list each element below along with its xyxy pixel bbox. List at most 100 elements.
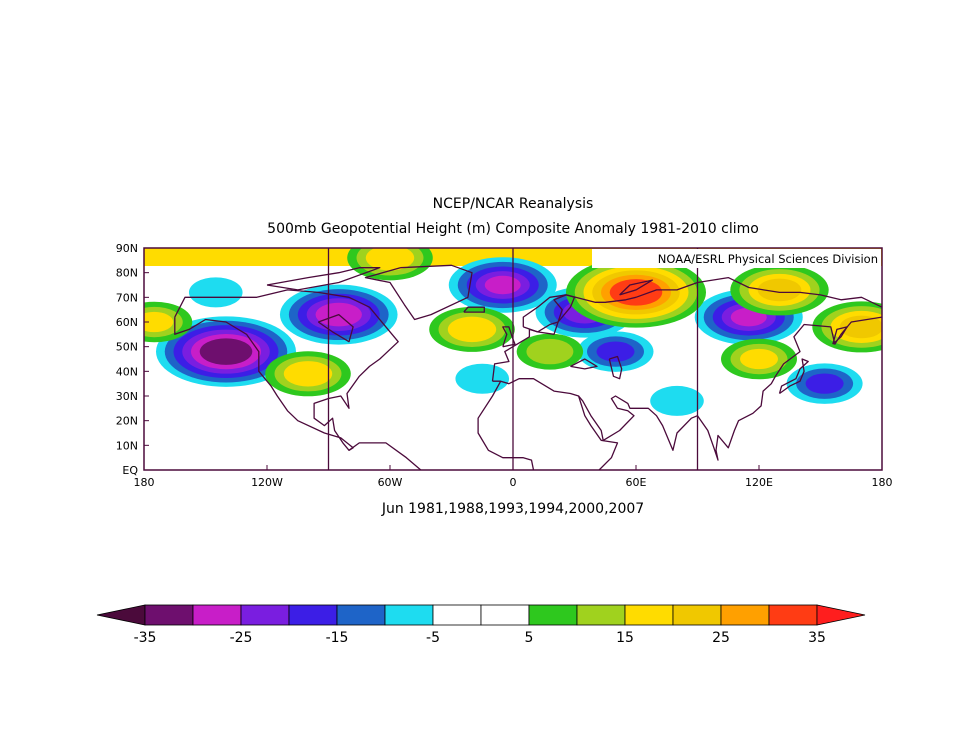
colorbar-swatch xyxy=(576,604,626,626)
positive-anomaly-center-12 xyxy=(516,333,584,370)
eurasia-coast xyxy=(491,276,882,382)
greenland-coast xyxy=(364,264,473,321)
anomaly-contour xyxy=(650,385,704,416)
positive-anomaly-center-11 xyxy=(265,351,351,397)
anomaly-contour xyxy=(365,248,415,271)
lat-tick-label: 40N xyxy=(116,365,138,378)
hudson-bay-coast xyxy=(317,313,354,343)
arctic-islands-west xyxy=(266,267,381,291)
colorbar-swatch xyxy=(672,604,722,626)
scandinavia-coast xyxy=(522,294,576,333)
black-sea-coast xyxy=(570,358,598,370)
lat-tick-label: 70N xyxy=(116,291,138,304)
negative-anomaly-center-4 xyxy=(577,331,654,372)
colorbar-swatch xyxy=(720,604,770,626)
anomaly-contour xyxy=(283,361,333,387)
negative-anomaly-center-6 xyxy=(786,363,863,404)
positive-anomaly-center-17 xyxy=(730,264,829,316)
japan-coast xyxy=(778,358,809,395)
colorbar-label: -35 xyxy=(134,630,157,646)
negative-anomaly-center-2 xyxy=(448,257,557,313)
colorbar-swatch xyxy=(624,604,674,626)
colorbar-swatch xyxy=(144,604,194,626)
lat-tick-label: 30N xyxy=(116,390,138,403)
anomaly-contour xyxy=(740,348,778,370)
anomaly-fields xyxy=(144,248,882,416)
novaya-zemlya-coast xyxy=(619,279,654,296)
lon-tick-label: 120W xyxy=(251,476,283,489)
negative-anomaly-center-0 xyxy=(156,316,296,387)
anomaly-contour xyxy=(447,316,497,343)
negative-anomaly-center-8 xyxy=(188,277,243,308)
lat-tick-label: 10N xyxy=(116,439,138,452)
color-legend-bar: -35 -25 -15 -5 5 15 25 35 xyxy=(96,604,866,646)
positive-anomaly-center-14 xyxy=(721,338,797,380)
colorbar-swatch xyxy=(528,604,578,626)
anomaly-contour xyxy=(526,338,574,365)
credit-box xyxy=(592,249,881,268)
north-america-coast xyxy=(174,289,399,451)
colorbar-swatch xyxy=(288,604,338,626)
credit-label: NOAA/ESRL Physical Sciences Division xyxy=(658,252,878,266)
uk-coast xyxy=(502,326,516,348)
longitude-axis: 180 120W 60W 0 60E 120E 180 xyxy=(134,465,893,489)
lon-tick-label: 60E xyxy=(626,476,647,489)
anomaly-contour xyxy=(596,341,635,362)
eurasia-east-coast xyxy=(492,316,882,461)
lat-tick-label: 20N xyxy=(116,415,138,428)
title-line-1: NCEP/NCAR Reanalysis xyxy=(433,196,594,212)
anomaly-contour xyxy=(188,277,243,308)
kamchatka-coast xyxy=(832,326,848,345)
lat-tick-label: 80N xyxy=(116,267,138,280)
colorbar-swatch xyxy=(240,604,290,626)
map-panel: NOAA/ESRL Physical Sciences Division EQ1… xyxy=(116,242,893,489)
colorbar-swatch xyxy=(384,604,434,626)
colorbar-label: -15 xyxy=(326,630,349,646)
lon-tick-label: 180 xyxy=(872,476,893,489)
positive-anomaly-center-13 xyxy=(429,306,515,352)
colorbar-label: -5 xyxy=(426,630,440,646)
colorbar-label: 15 xyxy=(616,630,634,646)
anomaly-contour xyxy=(805,373,844,394)
title-line-2: 500mb Geopotential Height (m) Composite … xyxy=(267,221,759,237)
colorbar-label: 5 xyxy=(525,630,534,646)
colorbar-high-arrow xyxy=(816,604,866,626)
negative-anomaly-center-7 xyxy=(650,385,704,416)
south-america-coast xyxy=(348,442,422,470)
latitude-axis: EQ 10N 20N 30N 40N 50N 60N 70N 80N 90N xyxy=(116,242,149,477)
coastlines xyxy=(174,264,882,470)
africa-east-coast xyxy=(577,395,619,470)
anomaly-contour xyxy=(455,363,510,394)
colorbar-label: 25 xyxy=(712,630,730,646)
negative-anomaly-center-9 xyxy=(455,363,510,394)
colorbar-label: -25 xyxy=(230,630,253,646)
colorbar-swatch xyxy=(480,604,530,626)
reference-meridians xyxy=(327,248,699,470)
colorbar-swatch xyxy=(336,604,386,626)
lon-tick-label: 60W xyxy=(378,476,403,489)
positive-anomaly-center-18 xyxy=(347,248,433,281)
lon-tick-label: 180 xyxy=(134,476,155,489)
colorbar-low-arrow xyxy=(96,604,146,626)
colorbar-swatch xyxy=(192,604,242,626)
map-subtitle: Jun 1981,1988,1993,1994,2000,2007 xyxy=(381,501,644,517)
lat-tick-label: 90N xyxy=(116,242,138,255)
lon-tick-label: 120E xyxy=(745,476,773,489)
colorbar-label: 35 xyxy=(808,630,826,646)
iceland-coast xyxy=(463,306,485,313)
colorbar-swatch xyxy=(432,604,482,626)
caspian-coast xyxy=(608,355,623,380)
anomaly-contour xyxy=(757,278,802,302)
lat-tick-label: 60N xyxy=(116,316,138,329)
positive-anomaly-center-10 xyxy=(566,257,706,328)
anomaly-contour xyxy=(144,311,174,333)
lon-tick-label: 0 xyxy=(510,476,517,489)
africa-coast xyxy=(477,380,535,470)
anomaly-contour xyxy=(484,275,521,295)
colorbar-swatch xyxy=(768,604,818,626)
anomaly-contour xyxy=(199,338,253,365)
anomaly-contour xyxy=(839,315,882,339)
lat-tick-label: 50N xyxy=(116,341,138,354)
lat-tick-label: EQ xyxy=(122,464,138,477)
